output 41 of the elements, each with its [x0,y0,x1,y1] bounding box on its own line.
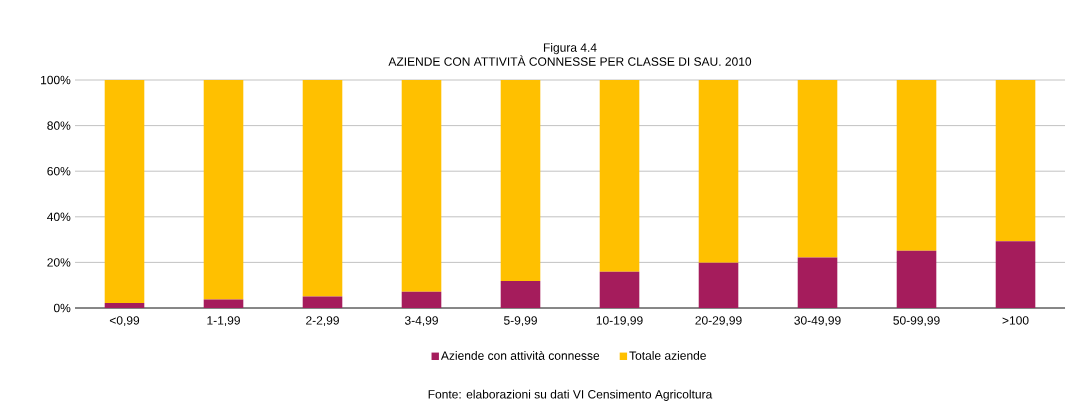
x-tick-label: 10-19,99 [596,316,643,327]
x-tick-label: 2-2,99 [306,316,339,327]
chart-title: Figura 4.4 [543,43,597,55]
y-tick-label: 60% [47,166,71,176]
bar [302,80,343,297]
y-tick-label: 100% [41,75,71,85]
legend-label: Aziende con attività connesse [440,350,600,360]
legend-label: Totale aziende [629,351,706,360]
bar [104,302,145,308]
bar [203,80,244,300]
x-tick-label: 50-99,99 [893,316,940,327]
source-note: Fonte: elaborazioni su dati VI Censimento Agricoltura [428,389,713,401]
x-tick-label: 30-49,99 [794,316,841,327]
bar [698,80,739,263]
bar [995,241,1036,308]
y-tick-label: 40% [47,212,71,222]
x-tick-label: 3-4,99 [404,316,438,327]
bar [698,262,739,308]
bar [599,80,640,272]
bar [797,80,838,258]
x-tick-label: 20-29,99 [695,316,742,327]
y-tick-label: 0% [53,303,71,313]
y-tick-label: 20% [47,258,71,267]
x-tick-label: 5-9,99 [503,316,537,327]
x-tick-label: <0,99 [109,316,140,327]
bar [401,291,442,308]
x-tick-label: >100 [1002,316,1029,325]
bar [302,296,343,308]
bar [500,80,541,282]
x-tick-label: 1-1,99 [207,316,240,327]
bar [599,271,640,308]
bar [203,299,244,308]
bar [797,257,838,308]
bar [500,281,541,308]
bar [896,80,937,251]
bar [995,80,1036,242]
bar [401,80,442,292]
bar [104,80,145,303]
chart-subtitle: AZIENDE CON ATTIVITÀ CONNESSE PER CLASSE DI SAU. 2010 [388,55,752,66]
bar [896,250,937,308]
y-tick-label: 80% [47,121,71,130]
